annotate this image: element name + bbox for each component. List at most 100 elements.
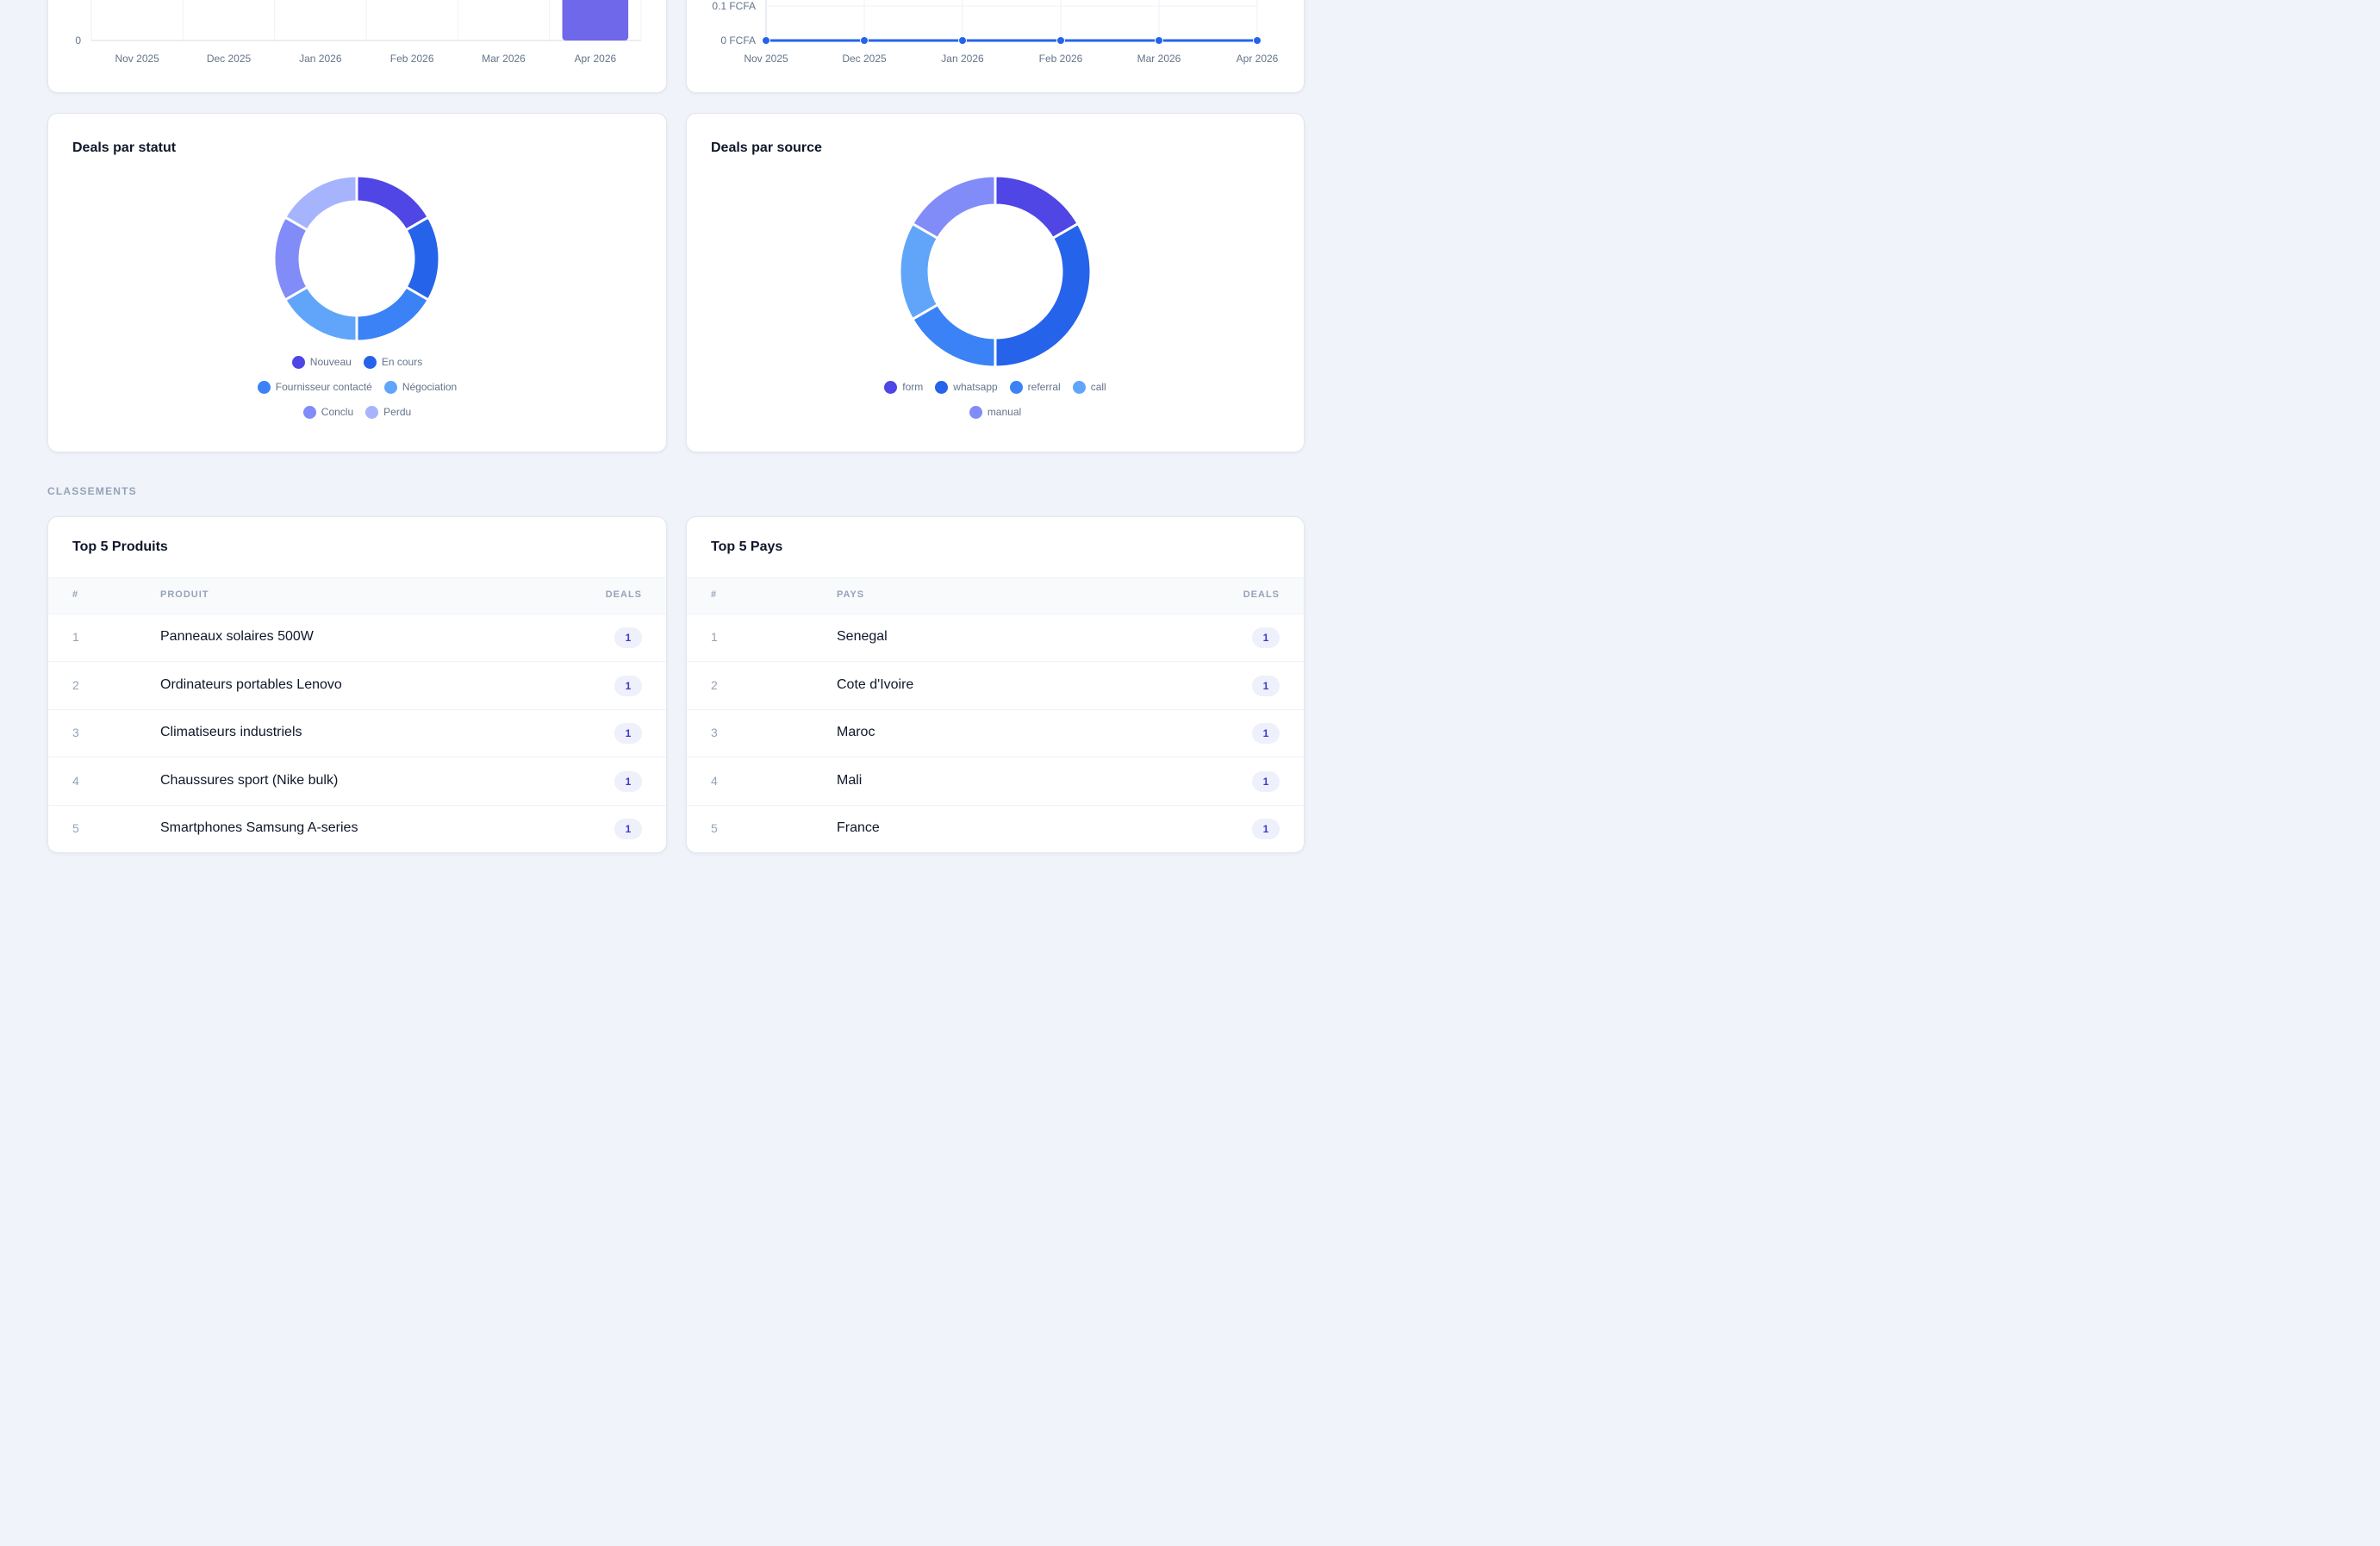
column-header-country[interactable]: PAYS [837, 589, 865, 600]
deals-count-badge: 1 [614, 675, 642, 696]
pie-slice-form[interactable] [994, 174, 1081, 240]
row-name: Smartphones Samsung A-series [160, 820, 358, 835]
y-tick-label: 0 [75, 34, 81, 47]
legend-item[interactable]: Conclu [302, 405, 354, 419]
x-tick-label: Dec 2025 [207, 53, 252, 65]
deals-per-month-card: 0 Nov 2025 Dec 2025 Jan 2026 Feb 2026 Mar 202… [47, 0, 667, 93]
data-point[interactable] [958, 36, 967, 45]
legend-item[interactable]: En cours [363, 355, 422, 369]
legend-label: Conclu [321, 406, 354, 418]
legend-row: manual [687, 404, 1304, 420]
legend-item[interactable]: call [1072, 380, 1106, 394]
table-row[interactable]: 1 Senegal 1 [687, 614, 1304, 662]
row-rank: 5 [72, 821, 79, 835]
column-header-deals[interactable]: DEALS [605, 589, 642, 600]
pie-slice-whatsapp[interactable] [994, 221, 1093, 369]
pie-slice-perdu[interactable] [283, 174, 358, 233]
revenue-per-month-card: 0 FCFA 0.1 FCFA Nov 2025 Dec 2025 Jan 2026 Fe… [686, 0, 1305, 93]
row-name: Mali [837, 772, 863, 788]
row-rank: 5 [711, 821, 718, 835]
source-donut-chart [898, 174, 1093, 369]
deals-count-badge: 1 [1252, 675, 1280, 696]
table-row[interactable]: 4 Chaussures sport (Nike bulk) 1 [48, 757, 666, 806]
legend-row: Conclu Perdu [48, 404, 666, 420]
legend-label: Nouveau [309, 356, 352, 368]
x-tick-label: Nov 2025 [744, 53, 788, 65]
row-name: Senegal [837, 629, 888, 644]
x-tick-label: Apr 2026 [1237, 53, 1279, 65]
legend-swatch [257, 380, 271, 394]
deals-count-badge: 1 [614, 819, 642, 839]
row-rank: 4 [72, 773, 79, 788]
table-row[interactable]: 5 Smartphones Samsung A-series 1 [48, 805, 666, 852]
x-tick-label: Mar 2026 [482, 53, 526, 65]
legend-swatch [884, 380, 898, 394]
deals-count-badge: 1 [1252, 723, 1280, 744]
row-name: France [837, 820, 880, 835]
pie-slice-referral[interactable] [910, 302, 997, 369]
data-point[interactable] [860, 36, 869, 45]
legend-row: Nouveau En cours [48, 354, 666, 370]
table-row[interactable]: 5 France 1 [687, 805, 1304, 852]
column-header-rank[interactable]: # [72, 589, 79, 600]
table-body: 1 Panneaux solaires 500W 1 2 Ordinateurs por… [48, 614, 666, 852]
legend-item[interactable]: manual [969, 405, 1021, 419]
column-header-product[interactable]: PRODUIT [160, 589, 209, 600]
table-header: # PAYS DEALS [687, 577, 1304, 614]
deals-per-month-chart: 0 Nov 2025 Dec 2025 Jan 2026 Feb 2026 Mar 202… [75, 0, 642, 65]
table-row[interactable]: 2 Cote d'Ivoire 1 [687, 662, 1304, 710]
pie-slice-en-cours[interactable] [404, 215, 441, 302]
pie-slice-manual[interactable] [910, 174, 997, 240]
row-name: Ordinateurs portables Lenovo [160, 676, 342, 692]
deals-count-badge: 1 [614, 627, 642, 648]
data-point[interactable] [762, 36, 770, 45]
table-row[interactable]: 3 Maroc 1 [687, 709, 1304, 757]
table-row[interactable]: 2 Ordinateurs portables Lenovo 1 [48, 662, 666, 710]
legend-label: Négociation [402, 381, 458, 393]
row-name: Chaussures sport (Nike bulk) [160, 772, 339, 788]
data-point[interactable] [1155, 36, 1163, 45]
legend-swatch [365, 405, 379, 419]
legend-item[interactable]: Fournisseur contacté [257, 380, 372, 394]
table-row[interactable]: 3 Climatiseurs industriels 1 [48, 709, 666, 757]
status-donut-chart [272, 174, 441, 343]
bar[interactable] [562, 0, 629, 41]
legend-item[interactable]: form [884, 380, 923, 394]
table-body: 1 Senegal 1 2 Cote d'Ivoire 1 3 Maroc 1 4 Mali 1 5 Fr… [687, 614, 1304, 852]
deals-count-badge: 1 [1252, 819, 1280, 839]
table-row[interactable]: 1 Panneaux solaires 500W 1 [48, 614, 666, 662]
pie-slice-conclu[interactable] [272, 215, 309, 302]
y-tick-label: 0 FCFA [720, 34, 756, 47]
legend-label: Perdu [383, 406, 412, 418]
data-point[interactable] [1253, 36, 1262, 45]
row-rank: 1 [72, 630, 79, 644]
row-rank: 2 [711, 677, 718, 692]
revenue-per-month-chart: 0 FCFA 0.1 FCFA Nov 2025 Dec 2025 Jan 2026 Fe… [712, 0, 1279, 65]
pie-slice-fournisseur-contact-[interactable] [355, 284, 431, 343]
legend-item[interactable]: Perdu [365, 405, 412, 419]
x-tick-label: Jan 2026 [299, 53, 342, 65]
column-header-deals[interactable]: DEALS [1243, 589, 1280, 600]
status-legend: Nouveau En cours Fournisseur contacté Négoc… [48, 354, 666, 429]
card-title: Top 5 Pays [711, 539, 783, 554]
pie-slice-call[interactable] [898, 221, 940, 321]
legend-item[interactable]: Nouveau [291, 355, 352, 369]
legend-swatch [1072, 380, 1086, 394]
legend-label: whatsapp [953, 381, 998, 393]
table-row[interactable]: 4 Mali 1 [687, 757, 1304, 806]
legend-item[interactable]: referral [1009, 380, 1061, 394]
card-title: Top 5 Produits [72, 539, 168, 554]
legend-item[interactable]: whatsapp [935, 380, 998, 394]
legend-label: call [1090, 381, 1106, 393]
deals-by-status-card: Deals par statut Nouveau En cours Fourniss… [47, 113, 667, 452]
column-header-rank[interactable]: # [711, 589, 718, 600]
data-point[interactable] [1056, 36, 1065, 45]
legend-swatch [383, 380, 397, 394]
card-title: Deals par statut [72, 140, 177, 155]
section-label: CLASSEMENTS [47, 485, 137, 497]
legend-row: Fournisseur contacté Négociation [48, 379, 666, 395]
legend-item[interactable]: Négociation [383, 380, 458, 394]
deals-count-badge: 1 [614, 723, 642, 744]
x-tick-label: Jan 2026 [941, 53, 984, 65]
card-title: Deals par source [711, 140, 822, 155]
